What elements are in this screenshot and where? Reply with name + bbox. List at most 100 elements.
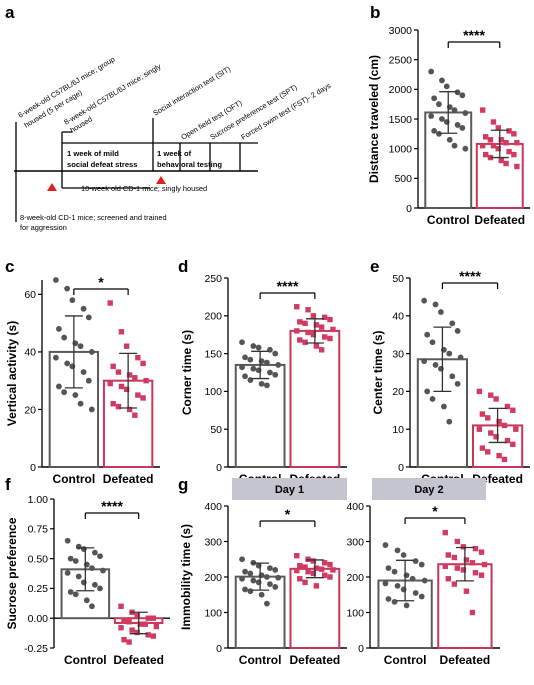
y-tick-label: 30 (392, 348, 404, 360)
data-point (247, 588, 254, 595)
data-point (297, 562, 303, 569)
y-tick-label: 0 (216, 643, 222, 655)
data-point (478, 549, 485, 555)
data-point (493, 434, 499, 440)
data-point (472, 570, 479, 576)
y-tick-label: 3000 (389, 25, 413, 37)
data-point (485, 415, 491, 421)
data-point (72, 558, 79, 564)
y-tick-label: 0 (358, 643, 364, 655)
data-point (135, 354, 141, 361)
data-point (64, 570, 71, 576)
x-category-label: Defeated (474, 213, 525, 227)
data-point (445, 552, 451, 558)
y-tick-label: 150 (204, 348, 222, 360)
data-point (454, 122, 461, 128)
data-point (436, 101, 442, 108)
y-tick-label: 500 (394, 173, 412, 185)
data-point (327, 316, 333, 323)
y-axis-label: Center time (s) (371, 330, 385, 414)
data-point (272, 371, 279, 378)
data-point (313, 343, 320, 349)
chart-b: 0 500 1000 1500 2000 2500 3000 Distance travele… (367, 25, 530, 227)
data-point (446, 350, 453, 357)
data-point (482, 134, 489, 140)
data-point (429, 339, 436, 346)
data-point (310, 558, 317, 564)
y-tick-label: 60 (24, 289, 36, 301)
y-tick-label: 300 (204, 536, 222, 548)
data-point (302, 564, 308, 570)
data-point (80, 305, 87, 312)
data-point (428, 68, 435, 75)
data-point (479, 411, 486, 417)
data-point (239, 339, 245, 346)
data-point (445, 576, 451, 582)
data-point (142, 621, 148, 627)
y-tick-label: 400 (346, 501, 364, 513)
significance-label: **** (463, 27, 485, 43)
data-point (510, 441, 516, 448)
data-point (469, 560, 476, 566)
data-point (80, 369, 87, 375)
data-point (436, 130, 442, 137)
data-point (115, 369, 122, 375)
data-point (479, 107, 486, 113)
data-point (275, 362, 282, 368)
data-point (134, 613, 140, 619)
x-category-label: Defeated (103, 472, 154, 486)
data-point (462, 110, 469, 116)
data-point (239, 575, 245, 582)
y-tick-label: 300 (346, 536, 364, 548)
data-point (391, 598, 398, 605)
data-point (442, 563, 448, 570)
data-point (446, 418, 453, 425)
facet-header-box (232, 478, 347, 500)
data-point (498, 137, 504, 143)
data-point (431, 95, 438, 102)
data-point (454, 538, 461, 545)
data-point (321, 334, 328, 340)
data-point (493, 396, 499, 402)
data-point (412, 590, 419, 596)
data-point (92, 549, 98, 556)
red-triangle-marker (47, 183, 57, 191)
timeline-label: 6-week-old C57BL/6J mice; group (16, 55, 116, 120)
data-point (421, 358, 428, 365)
data-point (449, 373, 456, 380)
panel-label-c: c (5, 257, 14, 276)
data-point (394, 547, 401, 554)
data-point (67, 589, 74, 595)
data-point (150, 633, 157, 639)
data-point (451, 554, 458, 561)
y-tick-label: 50 (210, 424, 222, 436)
data-point (487, 137, 494, 143)
data-point (318, 324, 325, 330)
data-point (126, 406, 133, 413)
cd1-training-note: for aggression (20, 223, 67, 232)
data-point (478, 572, 485, 578)
y-tick-label: 1500 (389, 114, 413, 126)
data-point (118, 603, 124, 609)
data-point (514, 140, 520, 146)
data-point (97, 553, 103, 560)
data-point (53, 277, 59, 283)
data-point (250, 577, 257, 584)
panel-label-b: b (370, 3, 380, 22)
data-point (118, 383, 125, 390)
y-tick-label: -0.25 (24, 643, 48, 655)
data-point (495, 125, 501, 131)
x-category-label: Defeated (440, 653, 491, 667)
data-point (506, 148, 512, 155)
data-point (153, 623, 160, 630)
data-point (451, 142, 458, 149)
data-point (129, 627, 135, 633)
data-point (67, 555, 74, 562)
data-point (107, 300, 113, 306)
data-point (496, 418, 502, 425)
data-point (258, 380, 265, 387)
y-tick-label: 0.25 (28, 583, 49, 595)
data-point (313, 565, 320, 571)
y-tick-label: 1000 (389, 143, 413, 155)
